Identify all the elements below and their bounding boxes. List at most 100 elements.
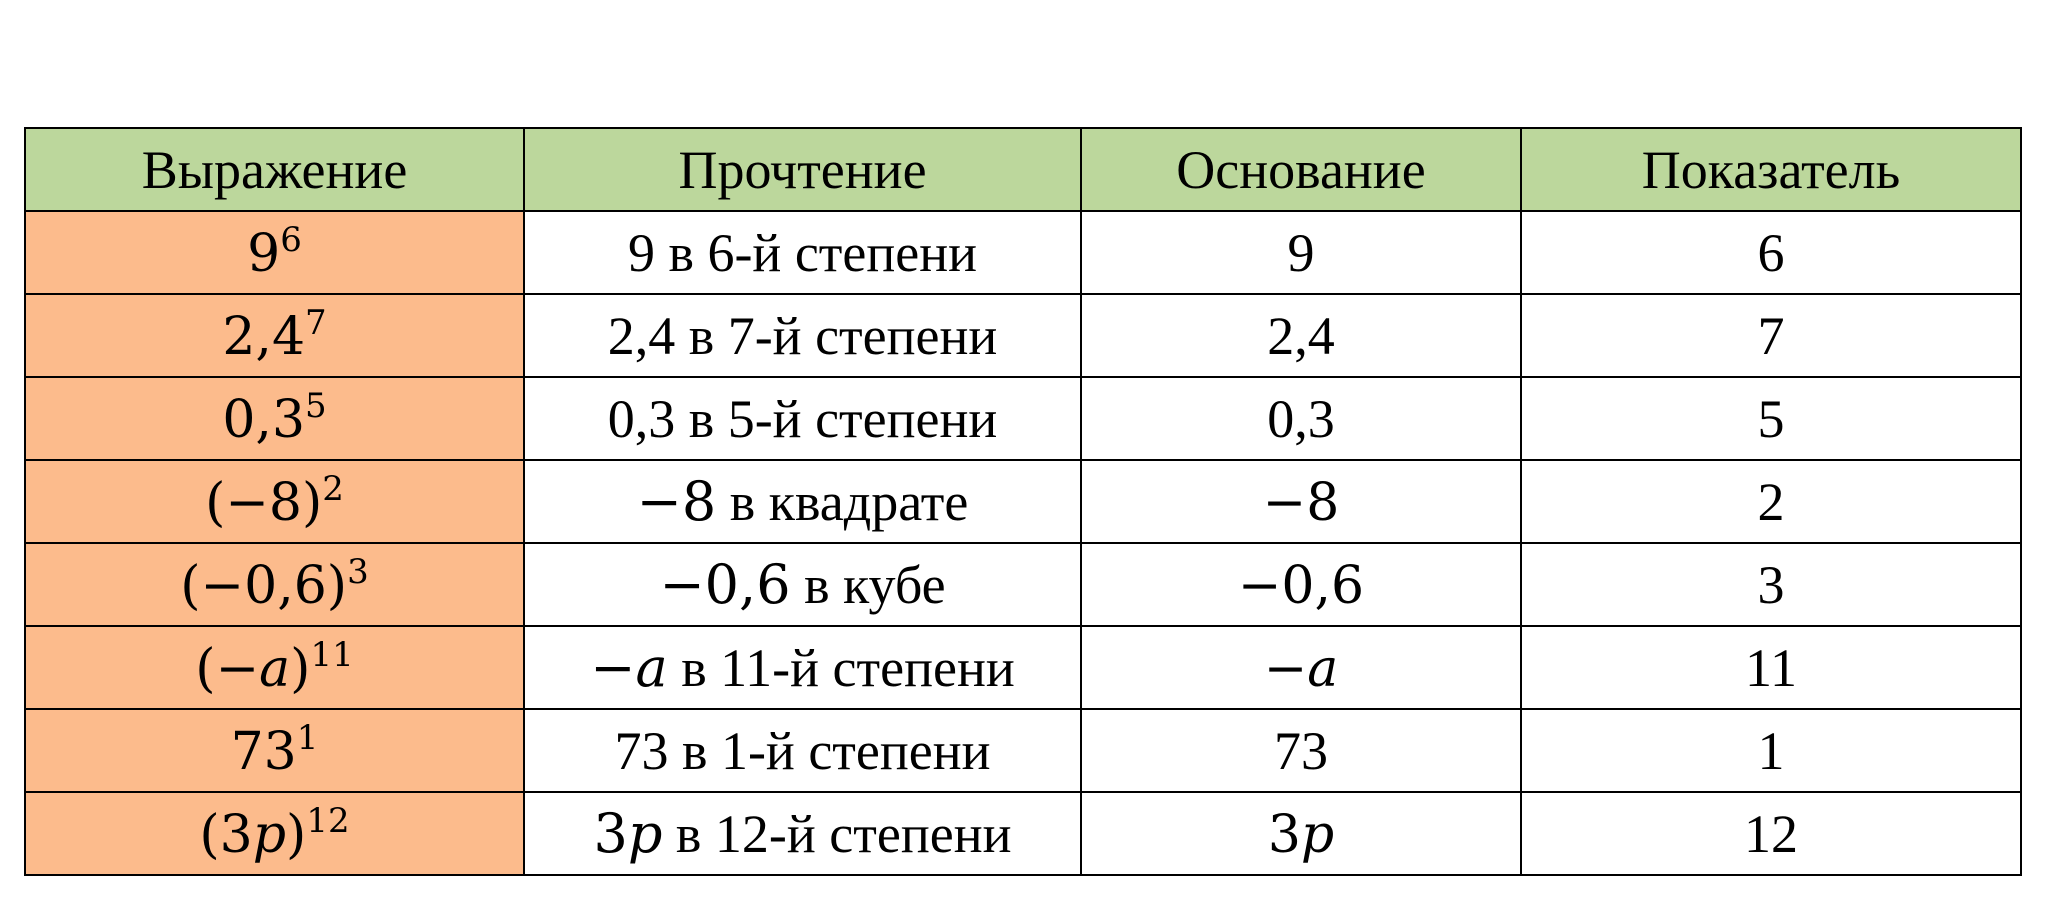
table-row: (−0,6)3 −0,6 в кубе −0,6 3 (24, 542, 2022, 627)
exponent-cell: 5 (1520, 376, 2022, 461)
base-value: −𝑎 (1263, 638, 1339, 699)
exponent-cell: 7 (1520, 293, 2022, 378)
expression-exponent: 5 (305, 385, 327, 426)
expression-formula: 0,35 (222, 386, 326, 450)
header-base: Основание (1080, 127, 1522, 212)
base-cell: 9 (1080, 210, 1522, 295)
exponent-cell: 1 (1520, 708, 2022, 793)
reading-text: в кубе (790, 555, 946, 615)
expression-cell: 96 (24, 210, 525, 295)
table-row: 96 9 в 6-й степени 9 6 (24, 210, 2022, 295)
exponent-cell: 6 (1520, 210, 2022, 295)
expression-base: (−0,6) (180, 555, 348, 616)
exponent-value: 1 (1757, 720, 1785, 781)
reading-cell: 9 в 6-й степени (523, 210, 1082, 295)
expression-exponent: 3 (347, 551, 369, 592)
expression-base: 73 (230, 721, 297, 782)
expression-exponent: 6 (280, 219, 302, 260)
exponent-value: 3 (1757, 554, 1785, 615)
expression-formula: 96 (247, 220, 302, 284)
expression-cell: (−𝑎)11 (24, 625, 525, 710)
reading-text: 0,3 в 5-й степени (607, 389, 998, 449)
exponent-value: 7 (1757, 305, 1785, 366)
table-body: 96 9 в 6-й степени 9 6 2,47 2,4 в 7-й ст… (24, 210, 2022, 876)
reading-cell: −8 в квадрате (523, 459, 1082, 544)
table-row: (3𝑝)12 3𝑝 в 12-й степени 3𝑝 12 (24, 791, 2022, 876)
expression-exponent: 11 (310, 634, 354, 675)
base-cell: −0,6 (1080, 542, 1522, 627)
expression-cell: 0,35 (24, 376, 525, 461)
reading-cell: −𝑎 в 11-й степени (523, 625, 1082, 710)
expression-base: (−𝑎) (195, 638, 311, 699)
expression-exponent: 7 (305, 302, 327, 343)
expression-base: 9 (247, 223, 281, 284)
exponent-cell: 12 (1520, 791, 2022, 876)
expression-exponent: 1 (296, 717, 319, 758)
exponent-value: 11 (1745, 637, 1797, 698)
base-cell: −8 (1080, 459, 1522, 544)
base-cell: 3𝑝 (1080, 791, 1522, 876)
table-row: 2,47 2,4 в 7-й степени 2,4 7 (24, 293, 2022, 378)
expression-formula: (3𝑝)12 (199, 801, 349, 865)
base-cell: 2,4 (1080, 293, 1522, 378)
powers-table: Выражение Прочтение Основание Показатель… (24, 127, 2022, 876)
expression-formula: (−𝑎)11 (195, 635, 353, 699)
exponent-value: 6 (1757, 222, 1785, 283)
exponent-cell: 3 (1520, 542, 2022, 627)
expression-formula: 731 (230, 718, 319, 782)
expression-base: 0,3 (222, 389, 306, 450)
expression-base: 2,4 (222, 306, 306, 367)
reading-text: 2,4 в 7-й степени (607, 306, 998, 366)
reading-cell: 73 в 1-й степени (523, 708, 1082, 793)
expression-formula: (−0,6)3 (180, 552, 368, 616)
expression-base: (3𝑝) (199, 804, 307, 865)
expression-formula: 2,47 (222, 303, 326, 367)
expression-exponent: 12 (306, 800, 350, 841)
expression-cell: 2,47 (24, 293, 525, 378)
table-row: (−8)2 −8 в квадрате −8 2 (24, 459, 2022, 544)
base-value: 3𝑝 (1267, 804, 1335, 865)
reading-cell: 3𝑝 в 12-й степени (523, 791, 1082, 876)
exponent-cell: 2 (1520, 459, 2022, 544)
base-value: 0,3 (1267, 388, 1335, 449)
base-value: 9 (1287, 222, 1315, 283)
exponent-cell: 11 (1520, 625, 2022, 710)
reading-text: 9 в 6-й степени (627, 223, 978, 283)
exponent-value: 2 (1757, 471, 1785, 532)
expression-cell: 731 (24, 708, 525, 793)
base-cell: −𝑎 (1080, 625, 1522, 710)
expression-cell: (3𝑝)12 (24, 791, 525, 876)
exponent-value: 12 (1744, 803, 1798, 864)
header-exponent: Показатель (1520, 127, 2022, 212)
reading-text: в квадрате (716, 472, 969, 532)
reading-math: −𝑎 (590, 636, 668, 699)
table-container: Выражение Прочтение Основание Показатель… (24, 127, 2022, 876)
table-row: 0,35 0,3 в 5-й степени 0,3 5 (24, 376, 2022, 461)
reading-math: −8 (636, 470, 717, 533)
base-value: 2,4 (1267, 305, 1335, 366)
reading-text: в 11-й степени (667, 638, 1015, 698)
expression-cell: (−8)2 (24, 459, 525, 544)
table-row: (−𝑎)11 −𝑎 в 11-й степени −𝑎 11 (24, 625, 2022, 710)
reading-text: в 12-й степени (662, 804, 1012, 864)
base-value: −0,6 (1237, 555, 1365, 616)
header-row: Выражение Прочтение Основание Показатель (24, 127, 2022, 212)
expression-base: (−8) (205, 472, 323, 533)
reading-cell: 0,3 в 5-й степени (523, 376, 1082, 461)
expression-formula: (−8)2 (205, 469, 344, 533)
expression-exponent: 2 (322, 468, 344, 509)
reading-math: 3𝑝 (593, 802, 663, 865)
base-value: 73 (1274, 720, 1328, 781)
base-cell: 0,3 (1080, 376, 1522, 461)
reading-text: 73 в 1-й степени (614, 721, 991, 781)
reading-cell: 2,4 в 7-й степени (523, 293, 1082, 378)
header-reading: Прочтение (523, 127, 1082, 212)
header-expression: Выражение (24, 127, 525, 212)
base-value: −8 (1262, 472, 1340, 533)
base-cell: 73 (1080, 708, 1522, 793)
exponent-value: 5 (1757, 388, 1785, 449)
reading-cell: −0,6 в кубе (523, 542, 1082, 627)
reading-math: −0,6 (659, 553, 791, 616)
expression-cell: (−0,6)3 (24, 542, 525, 627)
table-row: 731 73 в 1-й степени 73 1 (24, 708, 2022, 793)
